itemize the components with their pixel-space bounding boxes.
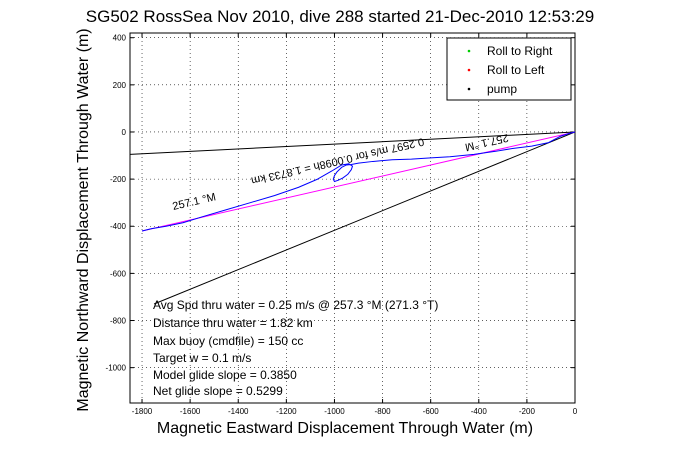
x-tick-label: -400 bbox=[471, 407, 488, 416]
legend-label: Roll to Left bbox=[487, 63, 545, 77]
info-line-net-glide: Net glide slope = 0.5299 bbox=[153, 384, 283, 398]
series-line bbox=[141, 131, 575, 232]
x-tick-label: -1800 bbox=[132, 407, 153, 416]
y-tick-label: 0 bbox=[122, 128, 127, 137]
x-tick-label: -1400 bbox=[228, 407, 249, 416]
x-tick-label: -1200 bbox=[276, 407, 297, 416]
legend-label: pump bbox=[487, 82, 517, 96]
x-tick-label: -800 bbox=[375, 407, 392, 416]
x-tick-label: -1000 bbox=[324, 407, 345, 416]
y-tick-label: -200 bbox=[110, 175, 127, 184]
y-tick-label: -600 bbox=[110, 269, 127, 278]
grid bbox=[130, 33, 576, 403]
x-tick-label: -200 bbox=[519, 407, 536, 416]
x-tick-label: -600 bbox=[423, 407, 440, 416]
axis-ticks bbox=[130, 33, 576, 403]
reference-line bbox=[130, 131, 575, 155]
legend-box bbox=[446, 37, 572, 101]
y-tick-label: -400 bbox=[110, 222, 127, 231]
legend-marker bbox=[467, 68, 471, 72]
x-axis-label: Magnetic Eastward Displacement Through W… bbox=[157, 420, 533, 437]
y-tick-label: 200 bbox=[113, 81, 127, 90]
legend: Roll to Right Roll to Left pump bbox=[446, 37, 572, 101]
tick-labels: -1800 -1600 -1400 -1200 -1000 -800 -600 -400 -20… bbox=[106, 34, 578, 416]
info-line-target-w: Target w = 0.1 m/s bbox=[153, 351, 251, 365]
info-text-block: Avg Spd thru water = 0.25 m/s @ 257.3 °M… bbox=[153, 298, 438, 398]
series-lines bbox=[141, 131, 575, 232]
legend-marker bbox=[467, 87, 471, 91]
info-line-max-buoy: Max buoy (cmdfile) = 150 cc bbox=[153, 334, 303, 348]
legend-marker bbox=[467, 49, 471, 53]
info-line-avg-speed: Avg Spd thru water = 0.25 m/s @ 257.3 °M… bbox=[153, 298, 438, 312]
y-axis-label: Magnetic Northward Displacement Through … bbox=[75, 28, 92, 411]
y-tick-label: -800 bbox=[110, 317, 127, 326]
reference-lines bbox=[130, 131, 575, 305]
reference-line bbox=[153, 131, 575, 305]
chart-title: SG502 RossSea Nov 2010, dive 288 started… bbox=[86, 7, 594, 26]
info-line-distance: Distance thru water = 1.82 km bbox=[153, 316, 313, 330]
series-line bbox=[141, 131, 575, 232]
legend-label: Roll to Right bbox=[487, 44, 553, 58]
x-tick-label: 0 bbox=[573, 407, 578, 416]
y-tick-label: 400 bbox=[113, 34, 127, 43]
x-tick-label: -1600 bbox=[180, 407, 201, 416]
info-line-model-glide: Model glide slope = 0.3850 bbox=[153, 368, 297, 382]
y-tick-label: -1000 bbox=[106, 364, 127, 373]
